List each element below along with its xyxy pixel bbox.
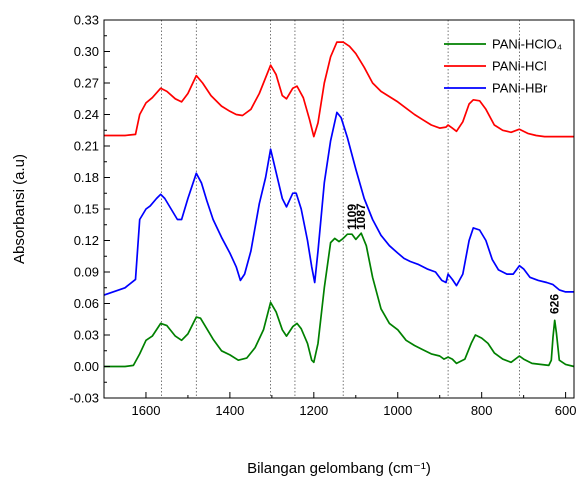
y-tick-label: 0.30 bbox=[74, 44, 99, 59]
reference-lines bbox=[161, 20, 520, 398]
x-tick-label: 1400 bbox=[215, 403, 244, 418]
y-tick-label: 0.33 bbox=[74, 13, 99, 28]
y-axis: -0.03 0.00 0.03 0.06 0.09 0.12 0.15 0.18 0.21 0.2… bbox=[69, 13, 110, 406]
x-axis-title: Bilangan gelombang (cm⁻¹) bbox=[247, 460, 431, 477]
y-tick-label: 0.21 bbox=[74, 139, 99, 154]
x-tick-label: 1000 bbox=[383, 403, 412, 418]
plot-frame bbox=[103, 19, 575, 399]
peak-annotation: 1109 bbox=[345, 204, 359, 230]
x-tick-label: 600 bbox=[555, 403, 577, 418]
y-tick-label: 0.03 bbox=[74, 328, 99, 343]
peak-annotation: 1087 bbox=[354, 203, 368, 230]
y-tick-label: 0.00 bbox=[74, 359, 99, 374]
y-tick-label: 0.09 bbox=[74, 265, 99, 280]
y-tick-label: 0.12 bbox=[74, 233, 99, 248]
series-line-0 bbox=[104, 232, 575, 368]
series-line-2 bbox=[103, 111, 574, 296]
y-tick-label: 0.18 bbox=[74, 170, 99, 185]
x-tick-label: 1200 bbox=[299, 403, 328, 418]
y-tick-label: 0.24 bbox=[74, 107, 99, 122]
x-axis: 1600 1400 1200 1000 800 600 bbox=[132, 392, 577, 418]
y-tick-label: -0.03 bbox=[69, 391, 99, 406]
legend-label: PANi-HBr bbox=[492, 81, 548, 96]
x-tick-label: 1600 bbox=[132, 403, 161, 418]
legend-label: PANi-HClO₄ bbox=[492, 37, 562, 52]
series-line-1 bbox=[104, 41, 574, 138]
y-tick-label: 0.15 bbox=[74, 202, 99, 217]
series-lines bbox=[103, 41, 575, 368]
x-tick-label: 800 bbox=[471, 403, 493, 418]
y-tick-label: 0.06 bbox=[74, 296, 99, 311]
y-tick-label: 0.27 bbox=[74, 76, 99, 91]
y-axis-title: Absorbansi (a.u) bbox=[11, 154, 28, 264]
legend: PANi-HClO₄ PANi-HCl PANi-HBr bbox=[444, 37, 562, 96]
peak-annotation: 626 bbox=[548, 294, 562, 314]
legend-label: PANi-HCl bbox=[492, 59, 547, 74]
